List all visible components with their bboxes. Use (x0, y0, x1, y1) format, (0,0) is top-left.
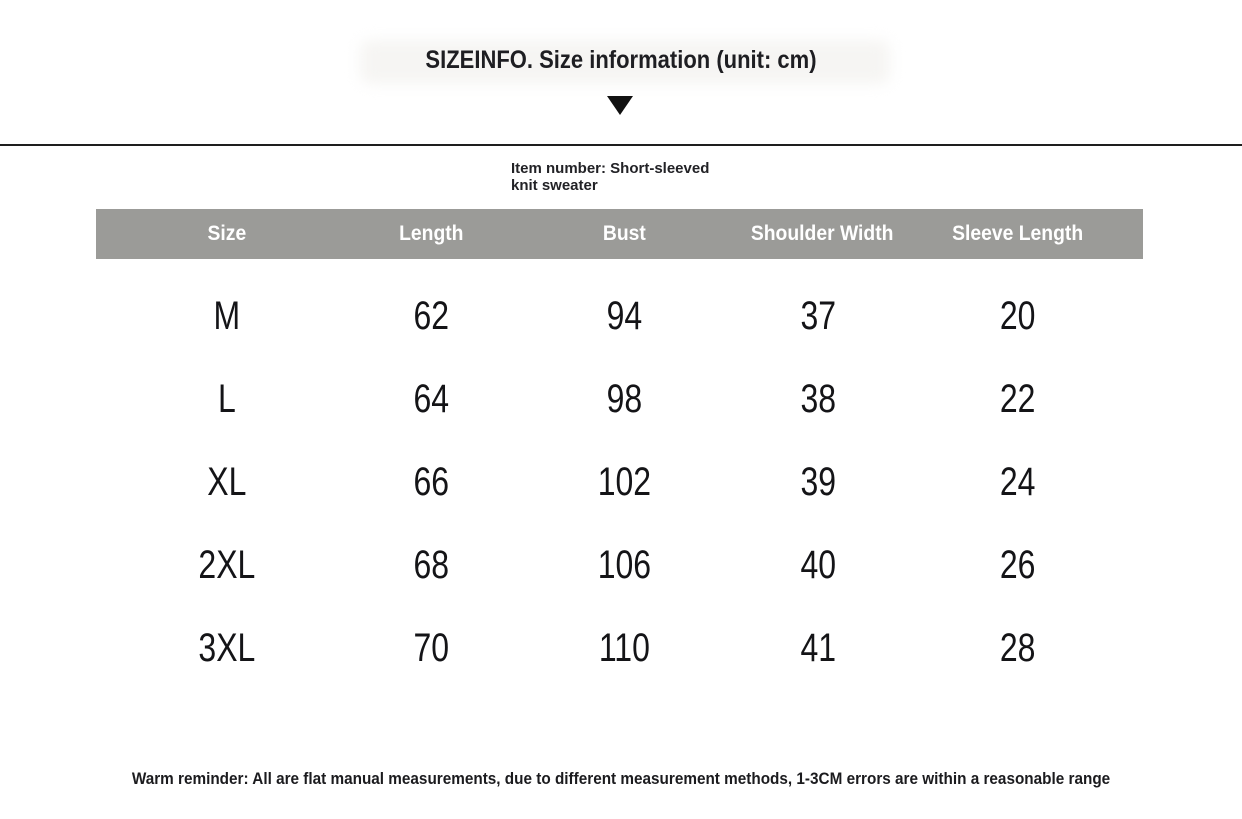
bust-value-cell: 98 (606, 377, 643, 421)
length-value-cell: 68 (413, 543, 449, 587)
sleeve-length-value-cell: 24 (999, 460, 1036, 504)
shoulder-width-value-cell: 38 (800, 377, 837, 421)
sleeve-length-value-cell: 26 (999, 543, 1036, 587)
bust-value-cell: 102 (598, 460, 652, 504)
column-header-length: Length (398, 222, 464, 245)
size-table: Size Length Bust Shoulder Width Sleeve L… (96, 209, 1143, 690)
down-arrow-icon (607, 96, 633, 115)
footer-reminder: Warm reminder: All are flat manual measu… (131, 769, 1111, 788)
table-row: 2XL 68 106 40 26 (96, 524, 1143, 607)
length-value-cell: 62 (413, 294, 449, 338)
sleeve-length-value-cell: 28 (999, 626, 1036, 670)
divider-line (0, 144, 1242, 146)
size-label-cell: 3XL (198, 626, 256, 670)
length-value-cell: 66 (413, 460, 449, 504)
table-header: Size Length Bust Shoulder Width Sleeve L… (96, 209, 1143, 259)
size-label-cell: M (213, 294, 241, 338)
length-value-cell: 70 (413, 626, 449, 670)
table-body: M 62 94 37 20 L 64 98 38 22 XL 66 102 39… (96, 259, 1143, 690)
table-row: XL 66 102 39 24 (96, 441, 1143, 524)
table-row: L 64 98 38 22 (96, 358, 1143, 441)
title-background (360, 40, 890, 84)
bust-value-cell: 110 (599, 626, 651, 670)
page-title: SIZEINFO. Size information (unit: cm) (425, 46, 817, 74)
item-number-line-1: Item number: Short-sleeved (511, 160, 710, 177)
shoulder-width-value-cell: 39 (800, 460, 837, 504)
sleeve-length-value-cell: 20 (999, 294, 1036, 338)
sleeve-length-value-cell: 22 (999, 377, 1036, 421)
table-row: M 62 94 37 20 (96, 275, 1143, 358)
column-header-sleeve-length: Sleeve Length (951, 222, 1083, 245)
column-header-shoulder-width: Shoulder Width (750, 222, 894, 245)
size-label-cell: XL (207, 460, 247, 504)
bust-value-cell: 106 (598, 543, 652, 587)
size-label-cell: L (217, 377, 236, 421)
shoulder-width-value-cell: 37 (800, 294, 837, 338)
bust-value-cell: 94 (606, 294, 643, 338)
table-row: 3XL 70 110 41 28 (96, 607, 1143, 690)
length-value-cell: 64 (413, 377, 449, 421)
column-header-bust: Bust (603, 222, 647, 245)
item-number-note: Item number: Short-sleeved knit sweater (511, 160, 709, 194)
shoulder-width-value-cell: 40 (800, 543, 837, 587)
size-label-cell: 2XL (198, 543, 256, 587)
shoulder-width-value-cell: 41 (800, 626, 837, 670)
item-number-line-2: knit sweater (511, 177, 598, 194)
column-header-size: Size (207, 222, 247, 245)
